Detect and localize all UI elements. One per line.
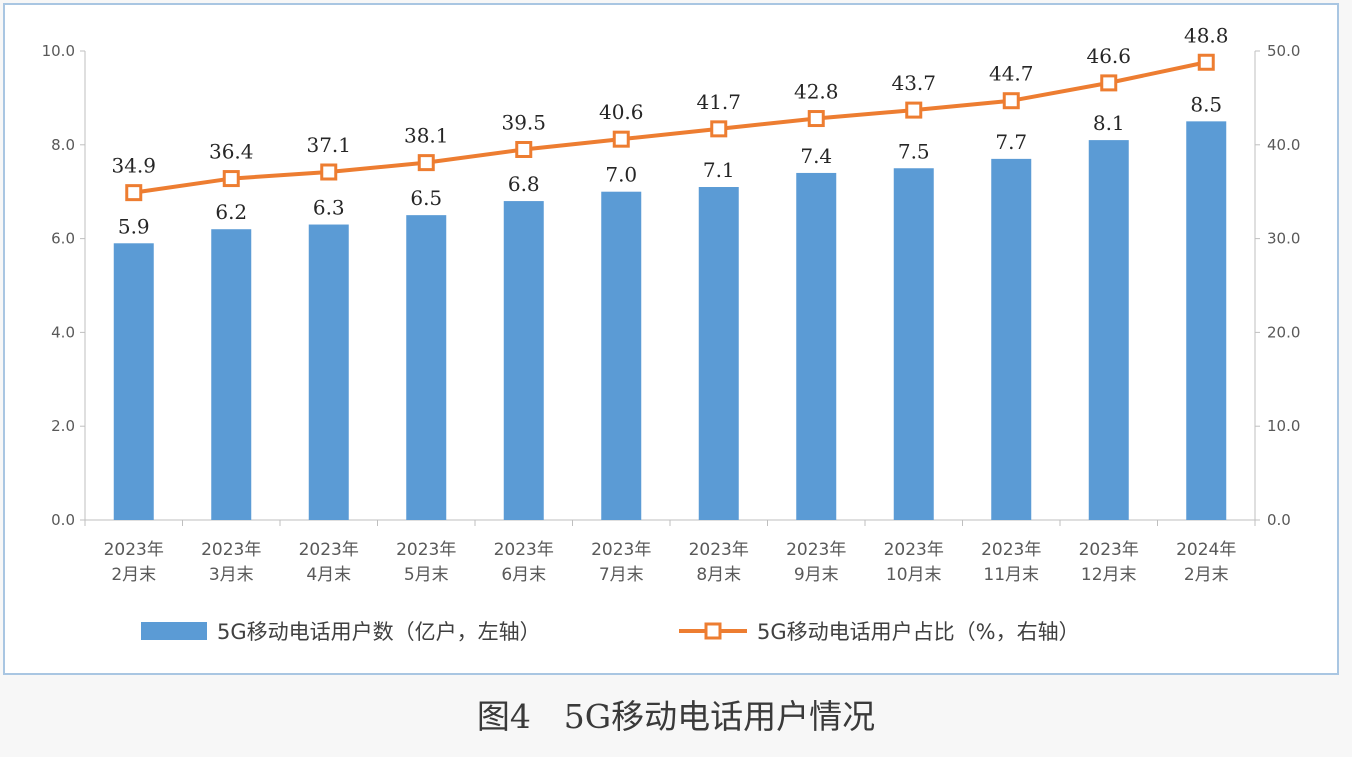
x-axis-tick-label: 2023年 bbox=[494, 540, 554, 560]
right-axis-tick-label: 30.0 bbox=[1267, 230, 1300, 248]
line-data-label: 39.5 bbox=[501, 110, 546, 134]
x-axis-tick-label: 10月末 bbox=[886, 565, 942, 585]
line-data-label: 38.1 bbox=[404, 124, 449, 148]
line-point bbox=[905, 101, 923, 119]
x-axis-tick-label: 2023年 bbox=[1079, 540, 1139, 560]
x-axis-tick-label: 6月末 bbox=[501, 565, 546, 585]
bar-data-label: 7.7 bbox=[995, 130, 1027, 154]
right-axis-tick-label: 10.0 bbox=[1267, 417, 1300, 435]
x-axis-tick-label: 7月末 bbox=[599, 565, 644, 585]
bar-data-label: 7.1 bbox=[703, 158, 735, 182]
x-axis-tick-label: 12月末 bbox=[1081, 565, 1137, 585]
line-data-label: 46.6 bbox=[1086, 44, 1131, 68]
bar-data-label: 6.2 bbox=[215, 200, 247, 224]
x-axis-tick-label: 4月末 bbox=[306, 565, 351, 585]
x-axis-tick-label: 5月末 bbox=[404, 565, 449, 585]
line-point bbox=[222, 170, 240, 188]
bar-data-label: 6.8 bbox=[508, 172, 540, 196]
bar-data-label: 5.9 bbox=[118, 214, 150, 238]
bar bbox=[503, 201, 544, 520]
left-axis-tick-label: 6.0 bbox=[51, 230, 75, 248]
line-point bbox=[417, 154, 435, 172]
line-point bbox=[612, 130, 630, 148]
line-data-label: 41.7 bbox=[696, 90, 741, 114]
chart-title: 图4 5G移动电话用户情况 bbox=[476, 697, 876, 736]
legend-label-line: 5G移动电话用户占比（%，右轴） bbox=[757, 620, 1080, 644]
line-point bbox=[710, 120, 728, 138]
right-axis-tick-label: 50.0 bbox=[1267, 42, 1300, 60]
legend-swatch-bars bbox=[141, 622, 207, 640]
left-axis-tick-label: 4.0 bbox=[51, 323, 75, 341]
x-axis-tick-label: 2023年 bbox=[884, 540, 944, 560]
line-data-label: 42.8 bbox=[794, 80, 839, 104]
left-axis-tick-label: 8.0 bbox=[51, 136, 75, 154]
line-series bbox=[133, 60, 1207, 195]
x-axis-tick-label: 2月末 bbox=[1184, 565, 1229, 585]
bar bbox=[698, 187, 739, 520]
legend-swatch-marker bbox=[704, 622, 722, 640]
x-axis-tick-label: 9月末 bbox=[794, 565, 839, 585]
bar bbox=[1088, 140, 1129, 521]
right-axis-tick-label: 0.0 bbox=[1267, 511, 1291, 529]
x-axis-tick-label: 2023年 bbox=[299, 540, 359, 560]
bar bbox=[796, 172, 837, 520]
x-axis-tick-label: 2023年 bbox=[396, 540, 456, 560]
line-point bbox=[1197, 53, 1215, 71]
left-axis-tick-label: 10.0 bbox=[42, 42, 75, 60]
right-axis-tick-label: 20.0 bbox=[1267, 323, 1300, 341]
bar bbox=[211, 229, 252, 520]
bar-data-label: 7.4 bbox=[800, 144, 832, 168]
x-axis-tick-label: 2023年 bbox=[689, 540, 749, 560]
line-point bbox=[320, 163, 338, 181]
legend-label-bars: 5G移动电话用户数（亿户，左轴） bbox=[217, 620, 541, 644]
line-data-label: 44.7 bbox=[989, 62, 1034, 86]
x-axis-tick-label: 2月末 bbox=[111, 565, 156, 585]
left-axis-tick-label: 2.0 bbox=[51, 417, 75, 435]
x-axis-tick-label: 2023年 bbox=[104, 540, 164, 560]
x-axis-tick-label: 11月末 bbox=[983, 565, 1039, 585]
line-point bbox=[1100, 74, 1118, 92]
bar-data-label: 8.1 bbox=[1093, 111, 1125, 135]
line-data-label: 43.7 bbox=[891, 71, 936, 95]
x-axis-tick-label: 2023年 bbox=[981, 540, 1041, 560]
line-point bbox=[807, 110, 825, 128]
x-axis-tick-label: 8月末 bbox=[696, 565, 741, 585]
line-point bbox=[515, 140, 533, 158]
line-point bbox=[1002, 92, 1020, 110]
x-axis-tick-label: 3月末 bbox=[209, 565, 254, 585]
bar bbox=[308, 224, 349, 520]
bar-data-label: 6.5 bbox=[410, 186, 442, 210]
bar-data-label: 8.5 bbox=[1190, 92, 1222, 116]
x-axis-tick-label: 2024年 bbox=[1176, 540, 1236, 560]
bar-data-label: 7.5 bbox=[898, 139, 930, 163]
bar bbox=[113, 243, 154, 521]
line-point bbox=[125, 184, 143, 202]
bar bbox=[893, 168, 934, 520]
line-data-label: 40.6 bbox=[599, 100, 644, 124]
bar-data-label: 7.0 bbox=[605, 163, 637, 187]
x-axis-tick-label: 2023年 bbox=[591, 540, 651, 560]
right-axis-tick-label: 40.0 bbox=[1267, 136, 1300, 154]
bar-data-label: 6.3 bbox=[313, 196, 345, 220]
left-axis-tick-label: 0.0 bbox=[51, 511, 75, 529]
line-data-label: 36.4 bbox=[209, 140, 254, 164]
bar bbox=[406, 215, 447, 520]
bar bbox=[1186, 121, 1227, 520]
chart-frame: 0.0 2.0 4.0 6.0 8.0 10.0 0.0 10.0 20.0 30.0 40.0 50… bbox=[3, 3, 1339, 675]
line-data-label: 37.1 bbox=[306, 133, 351, 157]
chart: 0.0 2.0 4.0 6.0 8.0 10.0 0.0 10.0 20.0 30.0 40.0 50… bbox=[42, 23, 1301, 644]
bar bbox=[991, 158, 1032, 520]
x-axis-tick-label: 2023年 bbox=[786, 540, 846, 560]
x-axis-tick-label: 2023年 bbox=[201, 540, 261, 560]
line-data-label: 34.9 bbox=[111, 154, 156, 178]
line-data-label: 48.8 bbox=[1184, 23, 1229, 47]
bar bbox=[601, 191, 642, 520]
